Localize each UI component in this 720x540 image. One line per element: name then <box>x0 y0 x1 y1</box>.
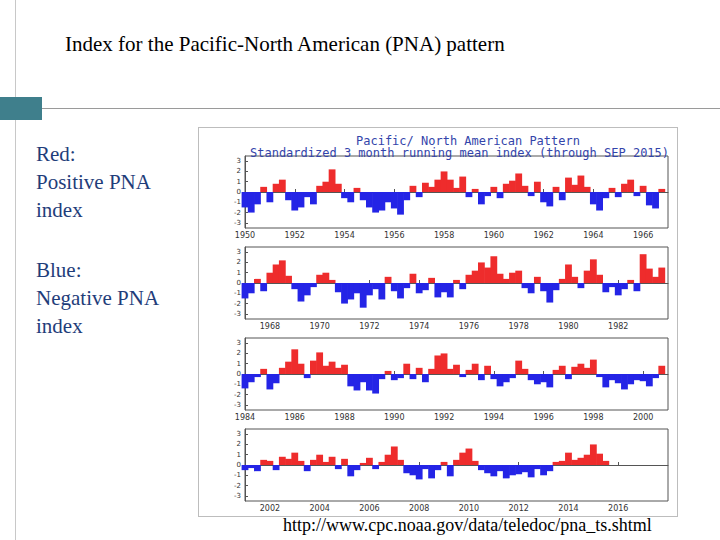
html-text:Red:: Red: <box>36 142 76 166</box>
svg-text:2: 2 <box>237 258 241 266</box>
svg-text:1980: 1980 <box>558 322 578 331</box>
svg-text:1: 1 <box>237 451 241 459</box>
svg-text:1994: 1994 <box>484 413 504 422</box>
svg-text:1950: 1950 <box>235 231 255 240</box>
svg-text:1: 1 <box>237 360 241 368</box>
svg-text:-3: -3 <box>234 310 241 318</box>
svg-text:0: 0 <box>237 370 241 378</box>
svg-text:2: 2 <box>237 349 241 357</box>
html-text:Index for the Pacific-North Am: Index for the Pacific-North American (PN… <box>65 32 505 56</box>
svg-text:-2: -2 <box>234 391 241 399</box>
svg-text:1996: 1996 <box>533 413 553 422</box>
svg-text:1970: 1970 <box>309 322 329 331</box>
svg-text:1: 1 <box>237 178 241 186</box>
svg-text:1990: 1990 <box>384 413 404 422</box>
svg-text:0: 0 <box>237 188 241 196</box>
html-text:http://www.cpc.noaa.gov/data/t: http://www.cpc.noaa.gov/data/teledoc/pna… <box>283 515 652 535</box>
svg-text:2002: 2002 <box>260 504 280 513</box>
svg-text:-1: -1 <box>234 471 241 479</box>
svg-text:2: 2 <box>237 167 241 175</box>
svg-text:2000: 2000 <box>633 413 653 422</box>
svg-text:3: 3 <box>237 339 241 347</box>
svg-text:-3: -3 <box>234 219 241 227</box>
svg-text:1972: 1972 <box>359 322 379 331</box>
svg-text:1982: 1982 <box>608 322 628 331</box>
svg-text:2016: 2016 <box>608 504 628 513</box>
svg-text:1988: 1988 <box>334 413 354 422</box>
svg-text:1962: 1962 <box>533 231 553 240</box>
svg-text:2006: 2006 <box>359 504 379 513</box>
svg-text:2004: 2004 <box>309 504 329 513</box>
svg-text:-2: -2 <box>234 209 241 217</box>
svg-text:0: 0 <box>237 461 241 469</box>
svg-text:2012: 2012 <box>509 504 529 513</box>
svg-text:Standardized 3 month running m: Standardized 3 month running mean index … <box>250 146 669 160</box>
svg-text:1986: 1986 <box>285 413 305 422</box>
svg-text:-1: -1 <box>234 380 241 388</box>
svg-text:-1: -1 <box>234 198 241 206</box>
svg-text:Pacific/ North American Patter: Pacific/ North American Pattern <box>356 134 580 148</box>
svg-text:3: 3 <box>237 430 241 438</box>
svg-text:-2: -2 <box>234 482 241 490</box>
svg-text:-3: -3 <box>234 492 241 500</box>
svg-text:1964: 1964 <box>583 231 603 240</box>
svg-text:3: 3 <box>237 157 241 165</box>
svg-text:1976: 1976 <box>459 322 479 331</box>
svg-text:1974: 1974 <box>409 322 429 331</box>
html-text:Blue:: Blue: <box>36 258 82 282</box>
svg-text:3: 3 <box>237 248 241 256</box>
svg-text:1984: 1984 <box>235 413 255 422</box>
svg-text:1960: 1960 <box>484 231 504 240</box>
svg-text:2: 2 <box>237 440 241 448</box>
svg-text:1956: 1956 <box>384 231 404 240</box>
svg-text:1998: 1998 <box>583 413 603 422</box>
svg-text:1954: 1954 <box>334 231 354 240</box>
svg-text:1958: 1958 <box>434 231 454 240</box>
svg-text:1: 1 <box>237 269 241 277</box>
svg-text:1992: 1992 <box>434 413 454 422</box>
html-text:Negative PNA index: Negative PNA index <box>36 286 158 338</box>
svg-text:2008: 2008 <box>409 504 429 513</box>
svg-text:-2: -2 <box>234 300 241 308</box>
svg-text:1978: 1978 <box>509 322 529 331</box>
svg-text:1952: 1952 <box>285 231 305 240</box>
svg-text:2014: 2014 <box>558 504 578 513</box>
svg-text:0: 0 <box>237 279 241 287</box>
svg-text:2010: 2010 <box>459 504 479 513</box>
svg-text:1968: 1968 <box>260 322 280 331</box>
html-text:Positive PNA index: Positive PNA index <box>36 170 150 222</box>
svg-text:-1: -1 <box>234 289 241 297</box>
svg-text:1966: 1966 <box>633 231 653 240</box>
svg-text:-3: -3 <box>234 401 241 409</box>
